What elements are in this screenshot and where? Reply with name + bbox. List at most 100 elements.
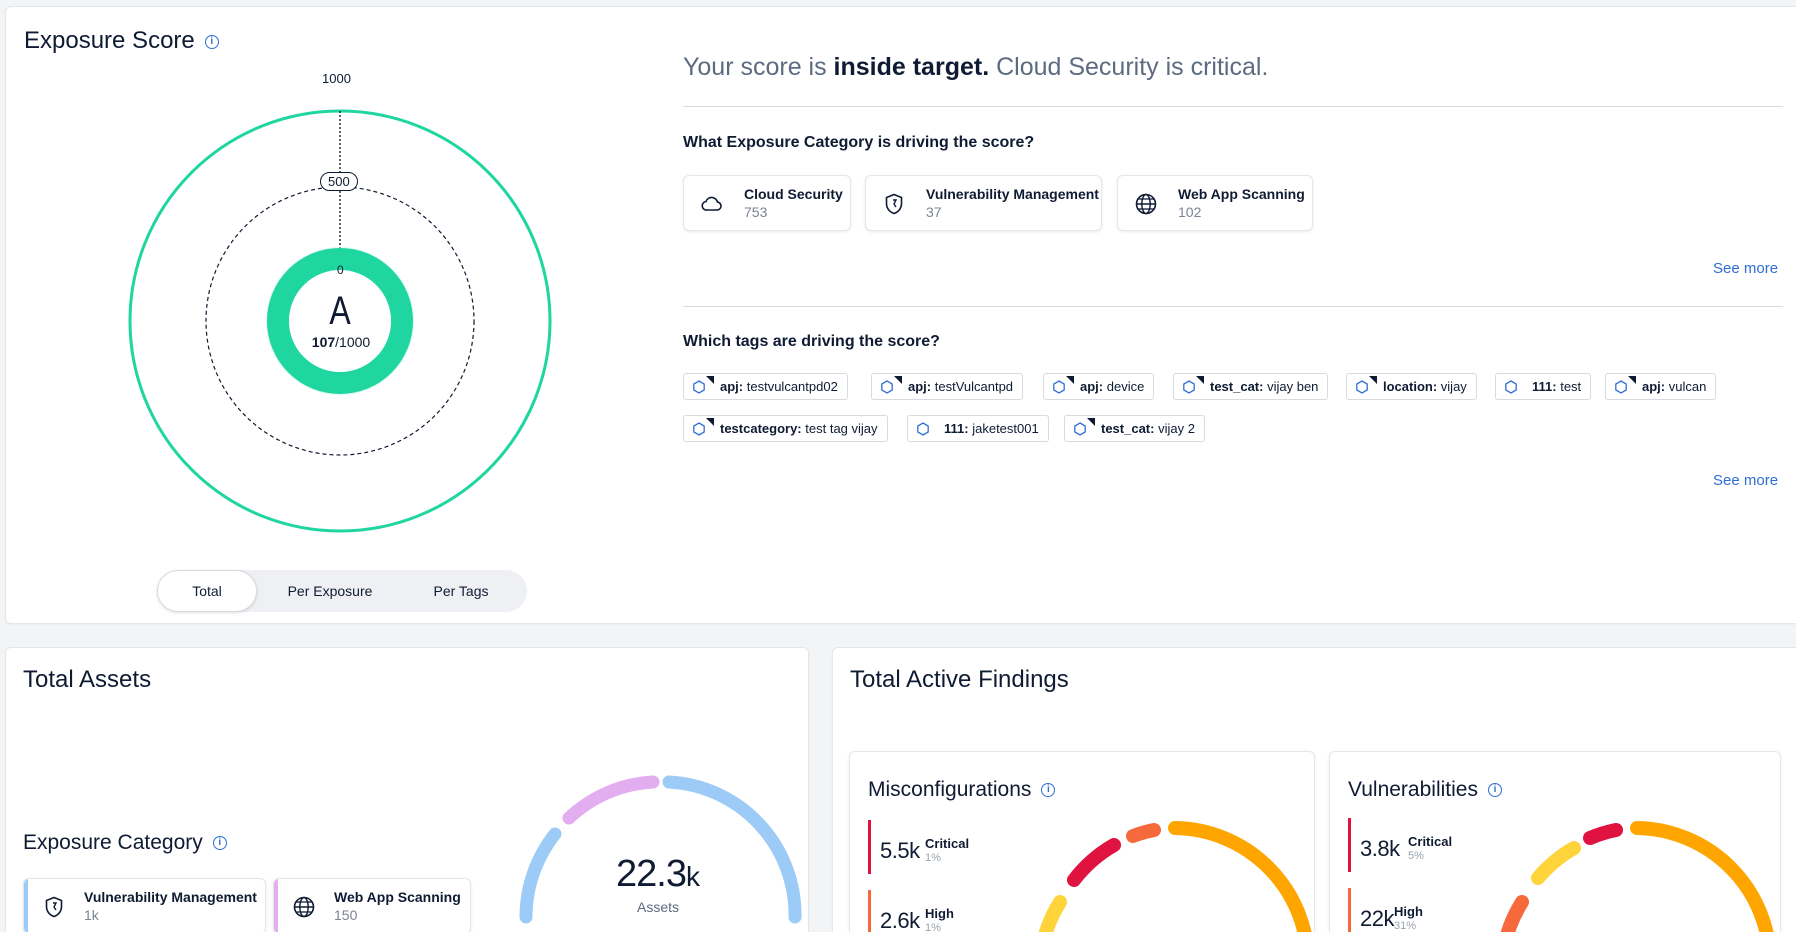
exposure-category-heading: Exposure Category i [23, 831, 227, 855]
tag-key: test_cat: [1210, 379, 1264, 394]
severity-label: High [1394, 904, 1423, 919]
info-icon[interactable]: i [212, 836, 227, 851]
category-card-web-app-scanning[interactable]: Web App Scanning 102 [1117, 175, 1313, 231]
tag-value: testVulcantpd [934, 379, 1014, 394]
see-more-categories-link[interactable]: See more [1713, 260, 1779, 277]
total-assets-card: Total Assets Exposure Category i Vulnerab… [5, 647, 809, 932]
tag-value: test [1560, 379, 1582, 394]
vulnerabilities-donut [1500, 821, 1774, 932]
category-card-cloud-security[interactable]: Cloud Security 753 [683, 175, 851, 231]
category-question: What Exposure Category is driving the sc… [683, 134, 1035, 151]
score-grade: A [329, 289, 351, 333]
severity-count: 5.5k [880, 838, 920, 863]
severity-percent: 1% [925, 922, 941, 932]
exposure-gauge [128, 109, 552, 533]
severity-label: Critical [1408, 834, 1453, 849]
tag-icon [917, 422, 929, 436]
info-icon[interactable]: i [1487, 783, 1502, 798]
tag-chip[interactable]: 111: jaketest001 [907, 415, 1049, 442]
exposure-score-card: Exposure Score i 1000 500 0 A 107/1000 To… [5, 6, 1796, 624]
total-assets-label: Assets [637, 899, 680, 915]
severity-percent: 31% [1394, 920, 1417, 932]
category-name: Cloud Security [744, 186, 843, 202]
category-name: Web App Scanning [1178, 186, 1305, 202]
category-name: Web App Scanning [334, 889, 461, 905]
category-value: 753 [744, 204, 768, 220]
tab-per-exposure[interactable]: Per Exposure [287, 583, 373, 599]
info-icon[interactable]: i [1041, 783, 1056, 798]
info-icon[interactable]: i [204, 34, 219, 49]
category-color-bar [274, 879, 278, 932]
tag-chip[interactable]: apj: device [1043, 373, 1155, 400]
tag-icon [693, 380, 705, 394]
misconfigurations-card: Misconfigurations i 5.5k Critical 1% 2.6k… [849, 751, 1315, 932]
shield-icon [45, 896, 63, 918]
misconfigurations-title: Misconfigurations i [868, 778, 1056, 802]
score-headline: Your score is inside target. Cloud Secur… [683, 53, 1269, 81]
tag-icon [1053, 380, 1065, 394]
asset-category-vulnerability-management[interactable]: Vulnerability Management 1k [23, 878, 266, 932]
tag-chip[interactable]: 111: test [1495, 373, 1592, 400]
category-card-vulnerability-management[interactable]: Vulnerability Management 37 [865, 175, 1102, 231]
severity-count: 3.8k [1360, 836, 1400, 861]
score-view-toggle: Total Per Exposure Per Tags [157, 570, 527, 612]
tag-value: device [1106, 379, 1145, 394]
divider [683, 106, 1783, 107]
assets-donut [519, 775, 802, 924]
tag-value: vijay ben [1267, 379, 1319, 394]
tag-value: test tag vijay [805, 421, 878, 436]
see-more-tags-link[interactable]: See more [1713, 472, 1779, 489]
tag-key: test_cat: [1101, 421, 1155, 436]
category-value: 150 [334, 907, 358, 923]
severity-bar [1348, 818, 1351, 872]
tag-chip[interactable]: apj: vulcan [1605, 373, 1717, 400]
tag-chip[interactable]: test_cat: vijay ben [1173, 373, 1329, 400]
tag-icon [1074, 422, 1086, 436]
tag-corner-mark [1087, 418, 1095, 426]
globe-icon [1135, 193, 1157, 215]
tag-key: 111: [944, 421, 969, 436]
score-max: /1000 [335, 334, 371, 350]
cloud-icon [701, 196, 722, 211]
tag-key: apj: [908, 379, 932, 394]
severity-bar [868, 820, 871, 874]
tag-chip[interactable]: location: vijay [1346, 373, 1477, 400]
total-assets-count: 22.3k [616, 853, 700, 895]
tag-chip[interactable]: test_cat: vijay 2 [1064, 415, 1205, 442]
globe-icon [293, 896, 315, 918]
tab-per-tags[interactable]: Per Tags [433, 583, 489, 599]
category-value: 37 [926, 204, 942, 220]
asset-category-web-app-scanning[interactable]: Web App Scanning 150 [273, 878, 471, 932]
divider [683, 306, 1783, 307]
tag-key: testcategory: [720, 421, 802, 436]
severity-bar [1348, 888, 1351, 932]
tag-value: vulcan [1668, 379, 1707, 394]
severity-percent: 5% [1408, 850, 1424, 862]
tag-value: testvulcantpd02 [746, 379, 838, 394]
tag-value: vijay [1440, 379, 1467, 394]
tag-icon [1505, 380, 1517, 394]
tag-corner-mark [1628, 376, 1636, 384]
severity-percent: 1% [925, 852, 941, 864]
tag-chip[interactable]: apj: testvulcantpd02 [683, 373, 848, 400]
severity-count: 22k [1360, 906, 1394, 931]
tag-icon [881, 380, 893, 394]
exposure-score-title: Exposure Score i [24, 27, 219, 55]
category-value: 102 [1178, 204, 1202, 220]
tag-key: 111: [1532, 379, 1557, 394]
total-active-findings-title: Total Active Findings [850, 666, 1069, 693]
total-assets-title: Total Assets [23, 666, 152, 693]
tab-total[interactable]: Total [157, 570, 257, 612]
tag-chip[interactable]: testcategory: test tag vijay [683, 415, 888, 442]
category-name: Vulnerability Management [926, 186, 1099, 202]
tag-icon [1356, 380, 1368, 394]
tag-key: apj: [1080, 379, 1104, 394]
severity-bar [868, 890, 871, 932]
shield-icon [885, 193, 903, 215]
tag-corner-mark [706, 376, 714, 384]
tag-corner-mark [706, 418, 714, 426]
misconfigurations-donut [1038, 821, 1312, 932]
score-number: 107 [311, 334, 336, 350]
tag-chip[interactable]: apj: testVulcantpd [871, 373, 1024, 400]
tag-key: apj: [720, 379, 744, 394]
